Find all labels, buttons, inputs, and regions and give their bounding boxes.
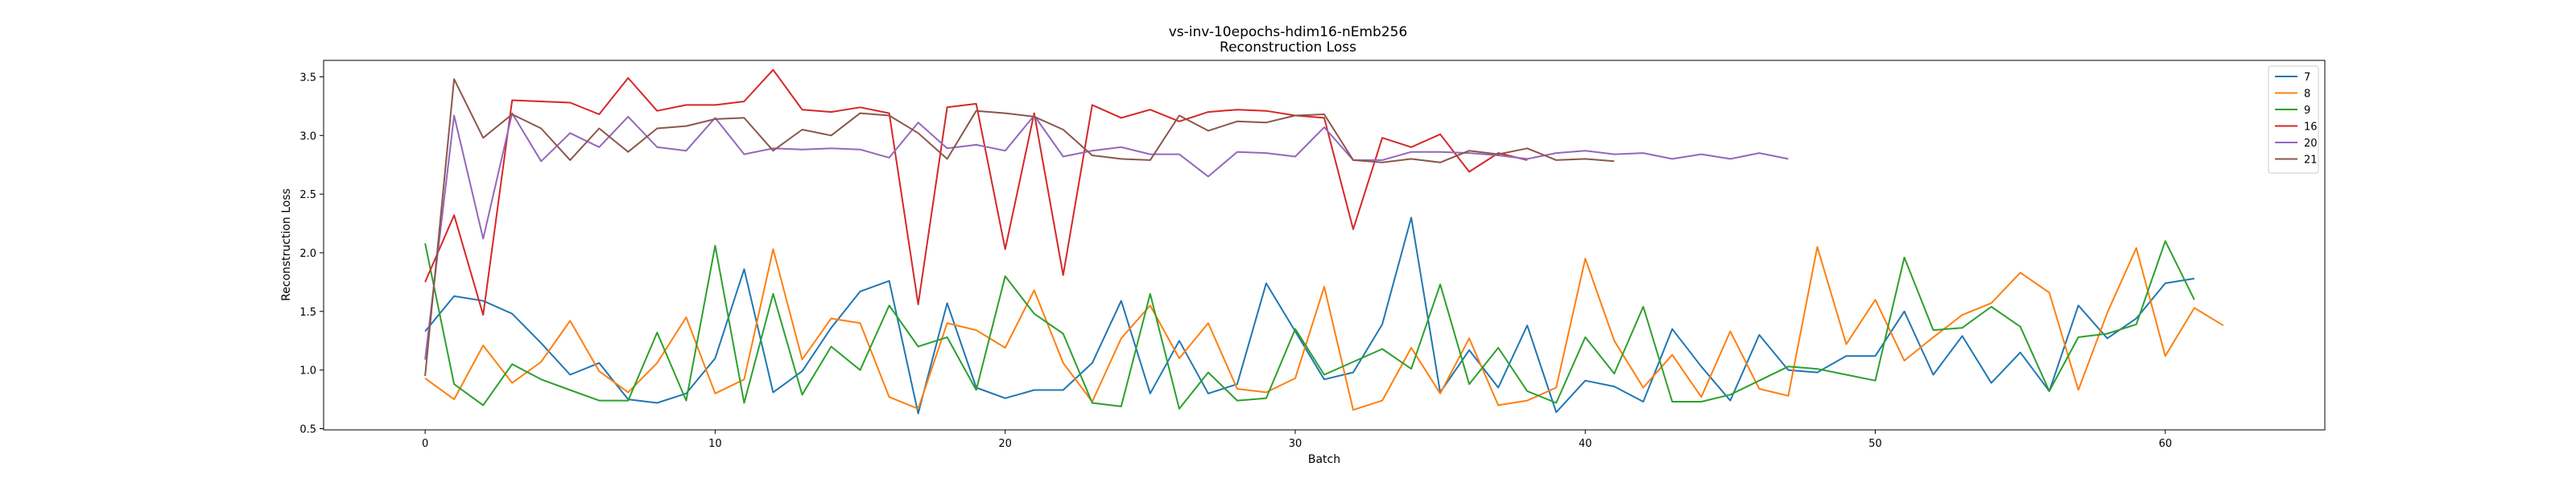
- legend: 7 8 9 16 20 21: [2268, 65, 2319, 174]
- x-tick-label: 40: [1579, 438, 1592, 450]
- chart-subtitle: Reconstruction Loss: [1220, 39, 1356, 56]
- x-tick-label: 30: [1289, 438, 1302, 450]
- series-line-7: [424, 217, 2195, 415]
- x-tick-label: 20: [998, 438, 1012, 450]
- series-lines: [424, 68, 2224, 415]
- legend-label-20: 20: [2304, 138, 2318, 150]
- y-tick-label: 0.5: [299, 424, 316, 436]
- legend-label-21: 21: [2304, 155, 2318, 167]
- x-tick-label: 60: [2159, 438, 2173, 450]
- y-tick-label: 1.5: [299, 307, 316, 319]
- x-tick-label: 10: [708, 438, 722, 450]
- x-tick-label: 0: [422, 438, 428, 450]
- x-tick-label: 50: [1868, 438, 1882, 450]
- y-axis-label: Reconstruction Loss: [280, 188, 293, 301]
- x-axis-label: Batch: [1308, 453, 1340, 466]
- y-tick-label: 1.0: [299, 365, 316, 378]
- legend-label-16: 16: [2304, 122, 2318, 134]
- legend-label-9: 9: [2304, 105, 2310, 117]
- series-line-16: [424, 68, 1528, 316]
- series-line-20: [424, 112, 1789, 360]
- axis-ticks: 0 10 20 30 40 50 60 0.5 1.0 1.5 2.0 2.5 3.0 3.5: [299, 72, 2172, 450]
- chart-title: vs-inv-10epochs-hdim16-nEmb256: [1169, 24, 1408, 40]
- y-tick-label: 3.5: [299, 72, 316, 84]
- plot-frame: [323, 60, 2326, 431]
- series-line-8: [424, 246, 2224, 411]
- y-tick-label: 2.0: [299, 248, 316, 260]
- legend-label-8: 8: [2304, 89, 2310, 101]
- series-line-21: [424, 78, 1615, 377]
- legend-label-7: 7: [2304, 72, 2310, 84]
- y-tick-label: 2.5: [299, 189, 316, 201]
- series-line-9: [424, 240, 2195, 410]
- y-tick-label: 3.0: [299, 130, 316, 142]
